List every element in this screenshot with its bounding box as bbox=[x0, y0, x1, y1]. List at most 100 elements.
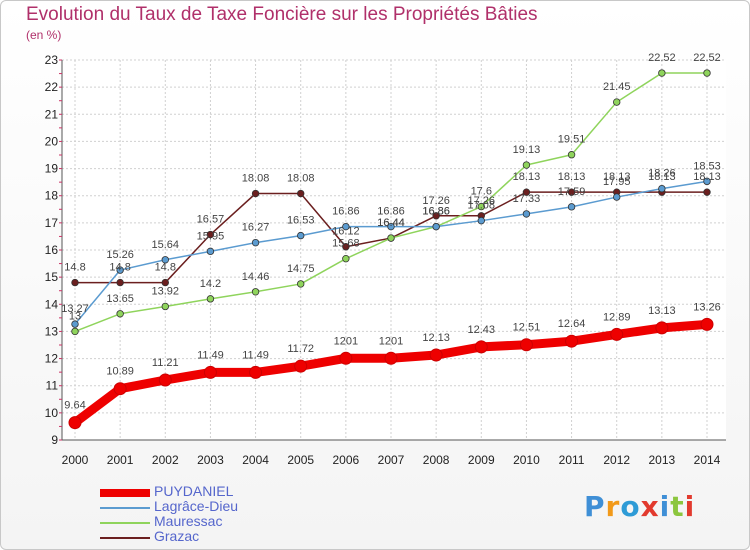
data-label-mauressac: 22.52 bbox=[693, 52, 721, 64]
data-label-grazac: 17.26 bbox=[422, 195, 450, 207]
data-point-puydaniel bbox=[113, 382, 127, 396]
y-tick-label: 9 bbox=[51, 433, 58, 447]
data-point-lagr-ce-dieu bbox=[206, 247, 215, 256]
data-label-grazac: 16.57 bbox=[197, 214, 225, 226]
data-label-puydaniel: 12.51 bbox=[513, 322, 541, 334]
series-lines bbox=[68, 69, 714, 430]
y-tick-label: 14 bbox=[45, 297, 59, 311]
data-label-mauressac: 16.86 bbox=[422, 206, 450, 218]
x-tick-label: 2013 bbox=[649, 453, 676, 467]
data-label-lagr-ce-dieu: 16.27 bbox=[242, 222, 270, 234]
data-label-lagr-ce-dieu: 15.26 bbox=[106, 249, 134, 261]
data-point-lagr-ce-dieu bbox=[387, 222, 395, 231]
data-point-lagr-ce-dieu bbox=[477, 216, 485, 225]
data-label-grazac: 18.13 bbox=[693, 171, 721, 183]
data-point-lagr-ce-dieu bbox=[522, 210, 531, 218]
x-tick-label: 2008 bbox=[423, 453, 450, 467]
data-label-puydaniel: 9.64 bbox=[64, 400, 85, 412]
data-point-mauressac bbox=[567, 151, 576, 159]
data-label-lagr-ce-dieu: 17.95 bbox=[603, 176, 631, 188]
logo-letter: i bbox=[684, 490, 696, 523]
y-tick-label: 17 bbox=[45, 216, 59, 230]
legend-label-grazac: Grazac bbox=[154, 528, 200, 544]
logo-letter: P bbox=[584, 490, 606, 523]
data-label-puydaniel: 1201 bbox=[379, 335, 403, 347]
x-tick-label: 2011 bbox=[559, 453, 585, 467]
data-label-mauressac: 13.92 bbox=[152, 285, 180, 297]
data-label-mauressac: 19.51 bbox=[558, 134, 586, 146]
data-point-grazac bbox=[432, 212, 440, 220]
data-point-puydaniel bbox=[158, 373, 172, 387]
data-label-puydaniel: 12.64 bbox=[558, 318, 586, 330]
data-label-grazac: 18.13 bbox=[558, 171, 586, 183]
data-point-puydaniel bbox=[565, 334, 579, 348]
data-point-puydaniel bbox=[655, 321, 669, 335]
x-tick-label: 2000 bbox=[62, 453, 89, 467]
data-point-lagr-ce-dieu bbox=[567, 203, 576, 211]
data-point-mauressac bbox=[613, 98, 621, 106]
data-label-lagr-ce-dieu: 17.08 bbox=[468, 200, 496, 212]
x-tick-label: 2009 bbox=[468, 453, 495, 467]
data-label-grazac: 14.8 bbox=[155, 262, 176, 274]
legend-swatch-mauressac bbox=[100, 522, 150, 524]
chart-subtitle: (en %) bbox=[26, 28, 62, 42]
data-label-lagr-ce-dieu: 15.64 bbox=[152, 239, 180, 251]
y-tick-label: 13 bbox=[45, 324, 59, 338]
x-tick-label: 2002 bbox=[152, 453, 179, 467]
data-point-lagr-ce-dieu bbox=[703, 177, 711, 186]
y-tick-label: 16 bbox=[45, 243, 59, 257]
x-tick-label: 2012 bbox=[603, 453, 630, 467]
y-tick-label: 12 bbox=[45, 352, 59, 366]
data-point-mauressac bbox=[477, 202, 485, 211]
legend-label-puydaniel: PUYDANIEL bbox=[154, 483, 234, 499]
data-label-grazac: 16.44 bbox=[377, 217, 405, 229]
data-point-puydaniel bbox=[429, 348, 443, 362]
logo-letter: o bbox=[620, 490, 641, 523]
legend-item-puydaniel: PUYDANIEL bbox=[100, 483, 360, 500]
chart-title: Evolution du Taux de Taxe Foncière sur l… bbox=[26, 4, 538, 25]
data-point-grazac bbox=[161, 278, 169, 287]
data-label-mauressac: 19.13 bbox=[513, 144, 541, 156]
y-tick-label: 21 bbox=[45, 107, 59, 121]
data-point-lagr-ce-dieu bbox=[161, 256, 169, 264]
data-point-lagr-ce-dieu bbox=[613, 193, 621, 201]
legend-label-mauressac: Mauressac bbox=[154, 513, 223, 529]
data-label-puydaniel: 10.89 bbox=[106, 366, 134, 378]
data-point-puydaniel bbox=[519, 338, 533, 352]
data-label-mauressac: 13.65 bbox=[106, 293, 134, 305]
data-point-lagr-ce-dieu bbox=[297, 231, 305, 240]
legend-label-lagrace-dieu: Lagrâce-Dieu bbox=[154, 498, 239, 514]
logo-letter: r bbox=[605, 490, 621, 523]
data-label-grazac: 18.08 bbox=[287, 173, 315, 185]
data-label-grazac: 16.12 bbox=[332, 226, 360, 238]
data-point-mauressac bbox=[703, 69, 711, 77]
legend: PUYDANIEL Lagrâce-Dieu Mauressac Grazac bbox=[100, 483, 360, 545]
x-tick-label: 2004 bbox=[242, 453, 269, 467]
data-label-mauressac: 14.75 bbox=[287, 263, 315, 275]
legend-swatch-lagrace-dieu bbox=[100, 507, 150, 509]
data-point-mauressac bbox=[522, 161, 531, 169]
data-label-grazac: 14.8 bbox=[64, 262, 85, 274]
data-point-grazac bbox=[297, 189, 305, 198]
data-label-lagr-ce-dieu: 17.59 bbox=[558, 186, 586, 198]
data-label-grazac: 18.13 bbox=[603, 171, 631, 183]
legend-swatch-grazac bbox=[100, 537, 150, 539]
data-point-puydaniel bbox=[68, 416, 82, 430]
data-point-lagr-ce-dieu bbox=[432, 222, 440, 231]
data-label-grazac: 18.13 bbox=[513, 171, 541, 183]
data-point-mauressac bbox=[387, 234, 395, 242]
data-label-puydaniel: 11.49 bbox=[242, 349, 269, 361]
data-point-grazac bbox=[567, 188, 576, 196]
x-tick-label: 2006 bbox=[333, 453, 360, 467]
data-label-grazac: 14.8 bbox=[109, 262, 130, 274]
data-point-grazac bbox=[206, 230, 215, 239]
data-label-puydaniel: 12.13 bbox=[422, 332, 450, 344]
data-point-lagr-ce-dieu bbox=[342, 222, 350, 231]
data-label-grazac: 17.26 bbox=[468, 195, 496, 207]
data-point-grazac bbox=[342, 243, 350, 251]
data-point-lagr-ce-dieu bbox=[658, 184, 666, 193]
logo-letter: i bbox=[659, 490, 671, 523]
data-point-grazac bbox=[251, 189, 260, 198]
data-label-puydaniel: 11.72 bbox=[287, 343, 314, 355]
data-label-lagr-ce-dieu: 16.53 bbox=[287, 215, 315, 227]
